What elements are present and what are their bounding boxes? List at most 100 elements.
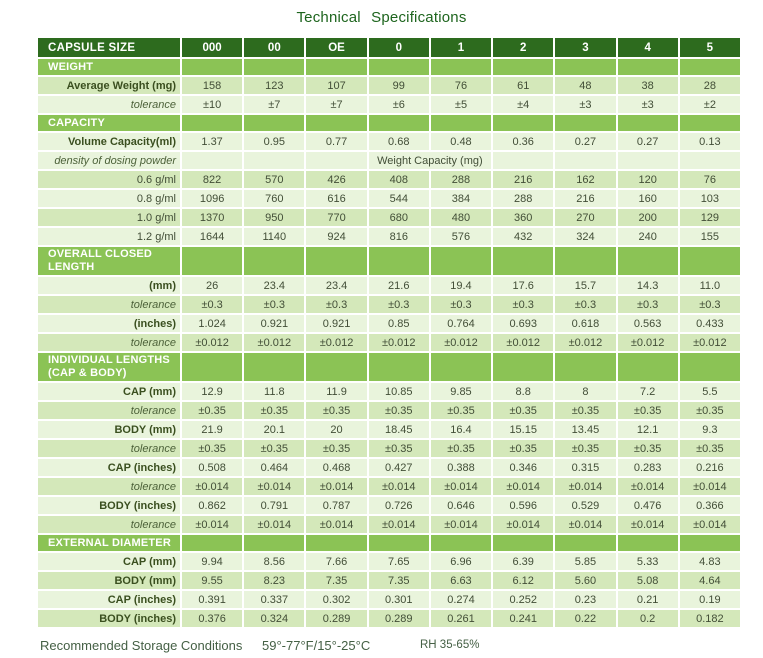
section-cell	[491, 57, 556, 77]
empty-cell	[677, 150, 743, 171]
value-cell: ±0.012	[491, 332, 556, 353]
section-header-weight: WEIGHT	[36, 57, 743, 77]
value-cell: 1644	[179, 226, 245, 247]
section-cell	[428, 57, 494, 77]
section-cell	[553, 533, 618, 553]
value-cell: 680	[366, 207, 431, 228]
value-cell: 0.346	[491, 457, 556, 478]
value-cell: ±0.014	[553, 476, 618, 497]
value-cell: 8.8	[491, 381, 556, 402]
value-cell: 0.68	[366, 131, 431, 152]
row-label: 0.6 g/ml	[36, 169, 182, 190]
value-cell: 5.85	[553, 551, 618, 572]
value-cell: 0.302	[304, 589, 369, 610]
value-cell: 11.9	[304, 381, 369, 402]
section-cell	[428, 245, 494, 277]
value-cell: 0.921	[304, 313, 369, 334]
row-label: 1.2 g/ml	[36, 226, 182, 247]
value-cell: 432	[491, 226, 556, 247]
section-cell	[242, 351, 307, 383]
section-title: EXTERNAL DIAMETER	[36, 533, 182, 553]
value-cell: 1.37	[179, 131, 245, 152]
value-cell: ±0.35	[179, 400, 245, 421]
section-header-individual-lengths-cap-body: INDIVIDUAL LENGTHS (CAP & BODY)	[36, 351, 743, 383]
value-cell: 18.45	[366, 419, 431, 440]
value-cell: ±0.014	[491, 514, 556, 535]
value-cell: ±0.35	[304, 438, 369, 459]
row-label: BODY (inches)	[36, 608, 182, 629]
section-cell	[304, 245, 369, 277]
value-cell: 0.468	[304, 457, 369, 478]
empty-cell	[242, 150, 307, 171]
value-cell: 0.618	[553, 313, 618, 334]
spec-table: CAPSULE SIZE 000 00 OE 0 1 2 3 4 5 WEIGHT Average W…	[36, 36, 743, 629]
value-cell: 240	[615, 226, 680, 247]
section-cell	[428, 113, 494, 133]
storage-temperature: 59°-77°F/15°-25°C	[262, 638, 371, 653]
value-cell: ±5	[428, 94, 494, 115]
value-cell: 15.7	[553, 275, 618, 296]
section-cell	[242, 113, 307, 133]
value-cell: 770	[304, 207, 369, 228]
value-cell: ±0.3	[179, 294, 245, 315]
value-cell: 270	[553, 207, 618, 228]
row-label: tolerance	[36, 332, 182, 353]
table-row-tolerance: tolerance ±0.014 ±0.014 ±0.014 ±0.014 ±0.014 ±…	[36, 514, 743, 535]
row-label: (inches)	[36, 313, 182, 334]
section-cell	[615, 351, 680, 383]
page-title: Technical Specifications	[296, 9, 467, 26]
table-row-cap-mm: CAP (mm) 12.9 11.8 11.9 10.85 9.85 8.8 8 7.2 5.5	[36, 381, 743, 402]
header-size-1: 1	[428, 36, 494, 59]
section-cell	[179, 57, 245, 77]
value-cell: 5.33	[615, 551, 680, 572]
value-cell: 76	[677, 169, 743, 190]
row-label: tolerance	[36, 514, 182, 535]
section-cell	[553, 351, 618, 383]
value-cell: 162	[553, 169, 618, 190]
section-cell	[491, 113, 556, 133]
section-title: INDIVIDUAL LENGTHS (CAP & BODY)	[36, 351, 182, 383]
value-cell: 26	[179, 275, 245, 296]
value-cell: 0.252	[491, 589, 556, 610]
table-row-body-mm: BODY (mm) 21.9 20.1 20 18.45 16.4 15.15 13.45 12…	[36, 419, 743, 440]
value-cell: ±3	[615, 94, 680, 115]
value-cell: 0.85	[366, 313, 431, 334]
value-cell: 5.08	[615, 570, 680, 591]
value-cell: ±0.35	[553, 438, 618, 459]
value-cell: 11.8	[242, 381, 307, 402]
value-cell: 0.13	[677, 131, 743, 152]
section-cell	[242, 533, 307, 553]
section-cell	[491, 533, 556, 553]
value-cell: ±0.3	[553, 294, 618, 315]
section-cell	[179, 245, 245, 277]
value-cell: 9.55	[179, 570, 245, 591]
table-row-density-of-dosing-powder: density of dosing powder Weight Capacity …	[36, 150, 743, 171]
row-label: BODY (mm)	[36, 419, 182, 440]
value-cell: ±0.35	[428, 438, 494, 459]
value-cell: 0.596	[491, 495, 556, 516]
table-row-body-inches: BODY (inches) 0.376 0.324 0.289 0.289 0.261 0.…	[36, 608, 743, 629]
value-cell: 324	[553, 226, 618, 247]
value-cell: ±0.3	[615, 294, 680, 315]
value-cell: 0.77	[304, 131, 369, 152]
value-cell: 0.764	[428, 313, 494, 334]
value-cell: 28	[677, 75, 743, 96]
value-cell: 158	[179, 75, 245, 96]
value-cell: 576	[428, 226, 494, 247]
value-cell: ±0.014	[179, 476, 245, 497]
header-size-0: 0	[366, 36, 431, 59]
value-cell: 0.388	[428, 457, 494, 478]
row-label: tolerance	[36, 400, 182, 421]
table-row-cap-inches: CAP (inches) 0.391 0.337 0.302 0.301 0.274 0.2…	[36, 589, 743, 610]
value-cell: ±0.3	[428, 294, 494, 315]
header-size-5: 5	[677, 36, 743, 59]
row-label: Average Weight (mg)	[36, 75, 182, 96]
value-cell: 23.4	[304, 275, 369, 296]
section-cell	[677, 245, 743, 277]
value-cell: 8	[553, 381, 618, 402]
table-row-0-8-g-ml: 0.8 g/ml 1096 760 616 544 384 288 216 160 103	[36, 188, 743, 209]
value-cell: ±0.3	[491, 294, 556, 315]
row-label: BODY (mm)	[36, 570, 182, 591]
row-label: 1.0 g/ml	[36, 207, 182, 228]
value-cell: 12.1	[615, 419, 680, 440]
